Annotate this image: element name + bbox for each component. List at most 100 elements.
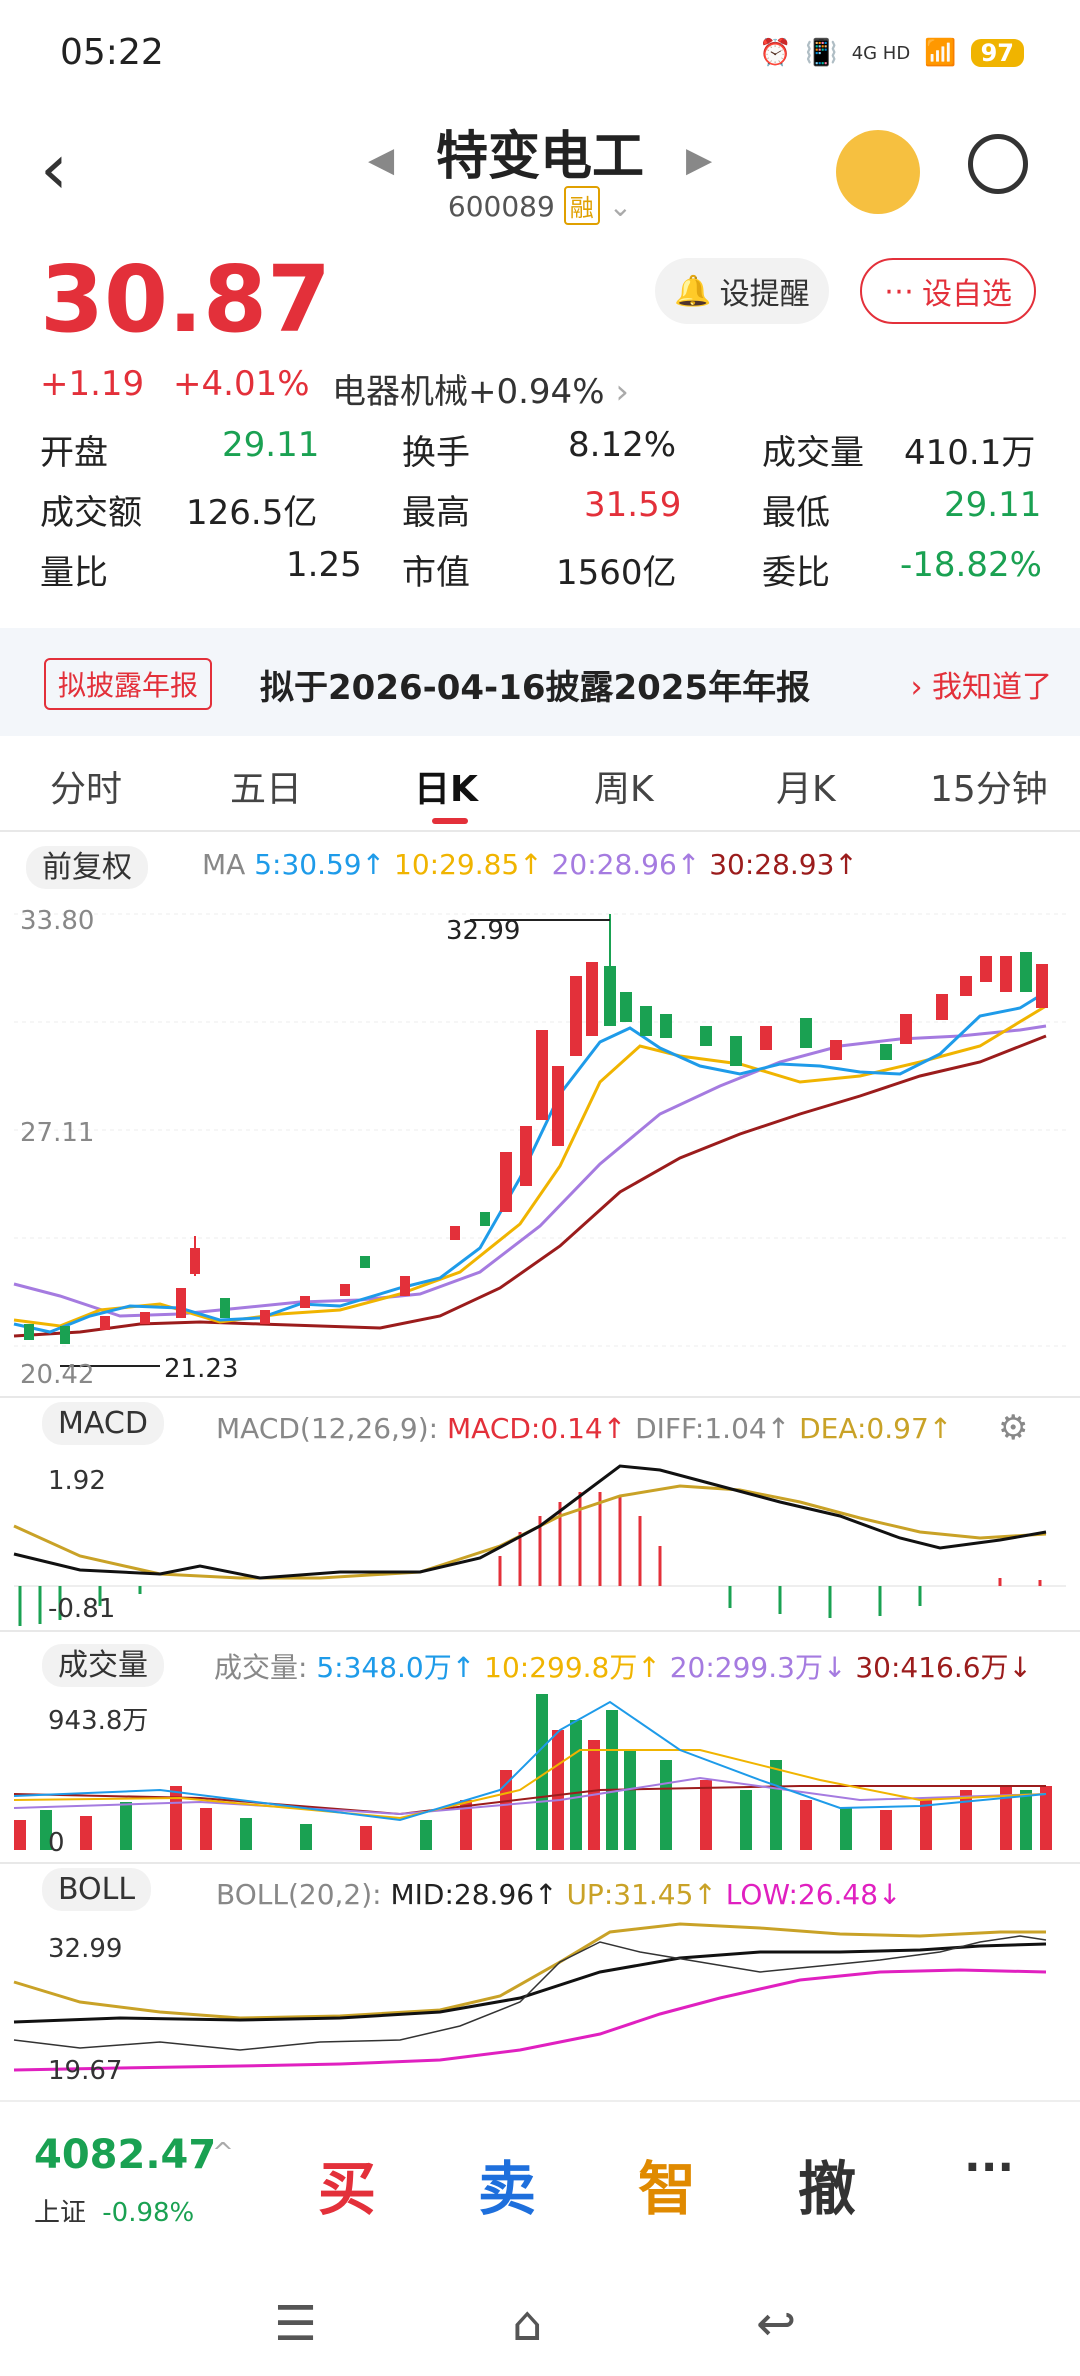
volume-legend: 成交量: 5:348.0万↑ 10:299.8万↑ 20:299.3万↓ 30:… (214, 1646, 1032, 1686)
stock-name: 特变电工 (435, 127, 644, 187)
boll-low-value: LOW:26.48↓ (725, 1878, 902, 1911)
kline-y-bottom: 20.42 (20, 1360, 95, 1390)
index-percent: -0.98% (102, 2198, 195, 2228)
volume-chart[interactable] (0, 1690, 1080, 1860)
sell-button[interactable]: 卖 (478, 2155, 537, 2223)
system-navbar: ☰ ⌂ ↩ (0, 2270, 1080, 2376)
buy-button[interactable]: 买 (318, 2155, 377, 2223)
more-dots-icon: ⋯ (884, 273, 914, 309)
volume-dropdown[interactable]: 成交量 (42, 1640, 164, 1687)
macd-chart[interactable] (0, 1456, 1080, 1630)
search-icon[interactable] (968, 134, 1028, 194)
divider (0, 1862, 1080, 1864)
tab-intraday[interactable]: 分时 (50, 769, 123, 810)
margin-tag: 融 (563, 186, 600, 225)
vol-ratio-value: 1.25 (286, 545, 362, 585)
macd-histogram (18, 1492, 1042, 1626)
ma5-value: 5:30.59↑ (254, 848, 386, 881)
turnover-value: 8.12% (568, 425, 677, 465)
price-change: +1.19 +4.01% (40, 364, 310, 404)
wifi-icon: 📶 (924, 38, 957, 68)
cancel-order-button[interactable]: 撤 (798, 2155, 857, 2223)
divider (0, 830, 1080, 832)
change-value: +1.19 (40, 364, 145, 404)
stock-header: ‹ ◀ 特变电工 ▶ 600089 融 ⌄ (0, 110, 1080, 250)
tab-weekly-k[interactable]: 周K (594, 769, 654, 810)
add-watchlist-button[interactable]: ⋯ 设自选 (860, 258, 1036, 324)
status-bar: 05:22 ⏰ 📳 4G HD 📶 97 (0, 0, 1080, 110)
boll-up-value: UP:31.45↑ (566, 1878, 717, 1911)
tab-five-day[interactable]: 五日 (230, 769, 303, 810)
chevron-up-icon[interactable]: ^ (212, 2138, 234, 2168)
tab-monthly-k[interactable]: 月K (776, 769, 836, 810)
bell-icon: 🔔 (674, 273, 712, 309)
back-button[interactable]: ‹ (40, 128, 68, 210)
back-nav-icon[interactable]: ↩ (756, 2296, 797, 2352)
sector-name: 电器机械 (332, 372, 468, 412)
stock-subtitle: 600089 融 ⌄ (0, 186, 1080, 225)
settings-gear-icon[interactable]: ⚙ (998, 1408, 1029, 1448)
vibrate-icon: 📳 (805, 38, 838, 68)
notice-tag: 拟披露年报 (44, 658, 213, 710)
boll-title: BOLL(20,2): (216, 1878, 382, 1911)
set-alert-label: 设提醒 (719, 277, 810, 312)
boll-mid-value: MID:28.96↑ (390, 1878, 558, 1911)
high-label: 最高 (402, 493, 470, 533)
amount-label: 成交额 (40, 493, 142, 533)
annual-report-notice: 拟披露年报 拟于2026-04-16披露2025年年报 › 我知道了 (0, 628, 1080, 736)
vol-ratio-label: 量比 (40, 553, 108, 593)
high-value: 31.59 (584, 485, 682, 525)
set-alert-button[interactable]: 🔔 设提醒 (655, 258, 829, 324)
bid-ratio-value: -18.82% (900, 545, 1042, 585)
divider (0, 1630, 1080, 1632)
tab-15min[interactable]: 15分钟 (930, 769, 1048, 810)
battery-indicator: 97 (970, 39, 1024, 67)
boll-chart[interactable] (0, 1922, 1080, 2092)
ma-legend: MA 5:30.59↑ 10:29.85↑ 20:28.96↑ 30:28.93… (202, 848, 858, 881)
open-value: 29.11 (222, 425, 320, 465)
vol20-value: 20:299.3万↓ (669, 1651, 847, 1684)
macd-value: MACD:0.14↑ (447, 1412, 627, 1445)
divider (0, 1396, 1080, 1398)
next-stock-icon[interactable]: ▶ (686, 140, 713, 180)
sector-percent: +0.94% (468, 372, 605, 412)
ma-title: MA (202, 848, 246, 881)
chevron-right-icon: › (615, 372, 629, 412)
change-percent: +4.01% (173, 364, 310, 404)
low-value: 29.11 (944, 485, 1042, 525)
tab-daily-k[interactable]: 日K (414, 769, 478, 810)
boll-y-bottom: 19.67 (48, 2056, 123, 2086)
smart-button[interactable]: 智 (638, 2155, 697, 2223)
trade-bar: 4082.47 ^ 上证 -0.98% 买 卖 智 撤 ··· (0, 2100, 1080, 2272)
kline-y-mid: 27.11 (20, 1118, 95, 1148)
active-tab-indicator (432, 818, 468, 824)
volume-y-top: 943.8万 (48, 1706, 149, 1736)
macd-pill-label: MACD (42, 1402, 164, 1445)
ma20-value: 20:28.96↑ (551, 848, 701, 881)
current-price: 30.87 (40, 246, 332, 353)
volume-label: 成交量 (762, 433, 864, 473)
volume-bars (14, 1694, 1052, 1850)
chevron-down-icon[interactable]: ⌄ (608, 190, 633, 223)
adjust-label: 前复权 (26, 846, 148, 889)
home-icon[interactable]: ⌂ (512, 2296, 543, 2352)
dismiss-notice-button[interactable]: › 我知道了 (910, 670, 1052, 705)
menu-icon[interactable]: ☰ (274, 2296, 318, 2352)
boll-dropdown[interactable]: BOLL (42, 1868, 152, 1911)
boll-pill-label: BOLL (42, 1868, 152, 1911)
index-value[interactable]: 4082.47 (34, 2132, 217, 2178)
candlesticks (24, 914, 1048, 1344)
macd-y-top: 1.92 (48, 1466, 106, 1496)
sector-link[interactable]: 电器机械+0.94% › (332, 364, 629, 413)
prev-stock-icon[interactable]: ◀ (368, 140, 395, 180)
vol10-value: 10:299.8万↑ (484, 1651, 661, 1684)
more-icon[interactable]: ··· (964, 2142, 1015, 2193)
adjust-dropdown[interactable]: 前复权 (26, 842, 148, 889)
index-name: 上证 (34, 2198, 87, 2228)
ma10-value: 10:29.85↑ (394, 848, 543, 881)
kline-chart[interactable] (0, 896, 1080, 1396)
assistant-avatar[interactable] (836, 130, 920, 214)
macd-dropdown[interactable]: MACD (42, 1402, 164, 1445)
macd-title: MACD(12,26,9): (216, 1412, 439, 1445)
bid-ratio-label: 委比 (762, 553, 830, 593)
